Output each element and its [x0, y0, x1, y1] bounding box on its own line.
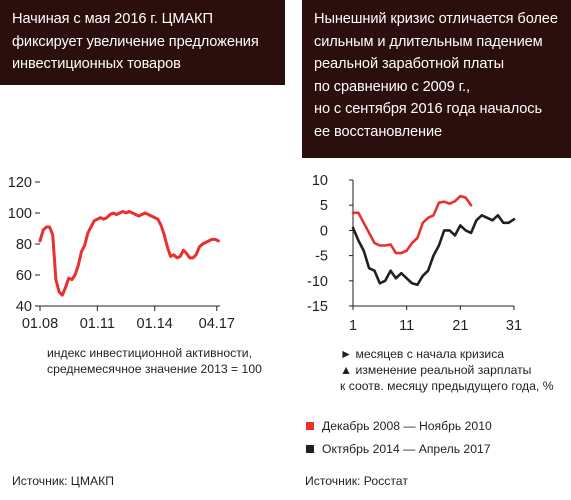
y-tick-label: 100	[8, 206, 32, 222]
right-panel-title: Нынешний кризис отличается более сильным…	[302, 0, 571, 158]
right-title-line: но с сентября 2016 года началось	[314, 101, 542, 117]
legend-item-2008: Декабрь 2008 — Ноябрь 2010	[306, 419, 492, 433]
legend-label: Октябрь 2014 — Апрель 2017	[322, 442, 491, 456]
y-tick-label: 0	[320, 223, 328, 239]
series-line	[351, 213, 516, 287]
y-tick-label: 60	[16, 268, 32, 284]
investment-activity-chart: 40 60 80 100 120 01.08 01.11 01.14 04.17	[8, 175, 235, 332]
y-tick-label: -5	[315, 249, 328, 265]
left-title-line: инвестиционных товаров	[12, 56, 181, 72]
left-caption-line: индекс инвестиционной активности,	[47, 346, 253, 360]
x-tick-label: 04.17	[199, 316, 235, 332]
x-tick-label: 11	[399, 318, 414, 334]
y-tick-label: 40	[16, 299, 32, 315]
series-line	[38, 210, 220, 297]
y-tick-label: -15	[307, 299, 328, 315]
y-tick-label: 120	[8, 175, 32, 191]
x-tick-label: 31	[506, 318, 522, 334]
legend-item-2014: Октябрь 2014 — Апрель 2017	[306, 442, 491, 456]
left-chart-caption: индекс инвестиционной активности, средне…	[47, 345, 262, 377]
right-title-line: ее восстановление	[314, 123, 443, 140]
x-tick-label: 01.11	[80, 316, 115, 332]
right-caption-line: к соотв. месяцу предыдущего года, %	[340, 379, 554, 393]
left-title-line: фиксирует увеличение предложения	[12, 33, 259, 50]
right-title-line: Нынешний кризис отличается более	[314, 11, 558, 27]
series-line	[351, 194, 473, 255]
legend-label: Декабрь 2008 — Ноябрь 2010	[322, 419, 492, 433]
y-tick-label: 80	[16, 237, 32, 253]
y-tick-label: 10	[312, 173, 328, 189]
y-tick-label: 5	[320, 198, 328, 214]
legend-swatch-black	[306, 445, 314, 453]
left-source: Источник: ЦМАКП	[12, 474, 114, 488]
x-tick-label: 01.08	[22, 316, 58, 332]
right-source: Источник: Росстат	[305, 474, 408, 488]
legend-swatch-red	[306, 422, 314, 430]
y-tick-label: -10	[307, 274, 328, 290]
right-title-line: по сравнению с 2009 г.,	[314, 78, 470, 95]
x-tick-label: 01.14	[137, 316, 173, 332]
x-tick-label: 21	[452, 318, 468, 334]
right-title-line: сильным и длительным падением	[314, 33, 543, 50]
right-caption-line: ▲ изменение реальной зарплаты	[340, 363, 532, 377]
left-title-line: Начиная с мая 2016 г. ЦМАКП	[12, 11, 213, 27]
left-panel-title: Начиная с мая 2016 г. ЦМАКП фиксирует ув…	[0, 0, 285, 85]
x-tick-label: 1	[349, 318, 357, 334]
right-title-line: реальной заработной платы	[314, 56, 504, 72]
right-chart-caption: ► месяцев с начала кризиса ▲ изменение р…	[340, 346, 554, 394]
right-caption-line: ► месяцев с начала кризиса	[340, 347, 505, 361]
left-caption-line: среднемесячное значение 2013 = 100	[47, 362, 262, 376]
